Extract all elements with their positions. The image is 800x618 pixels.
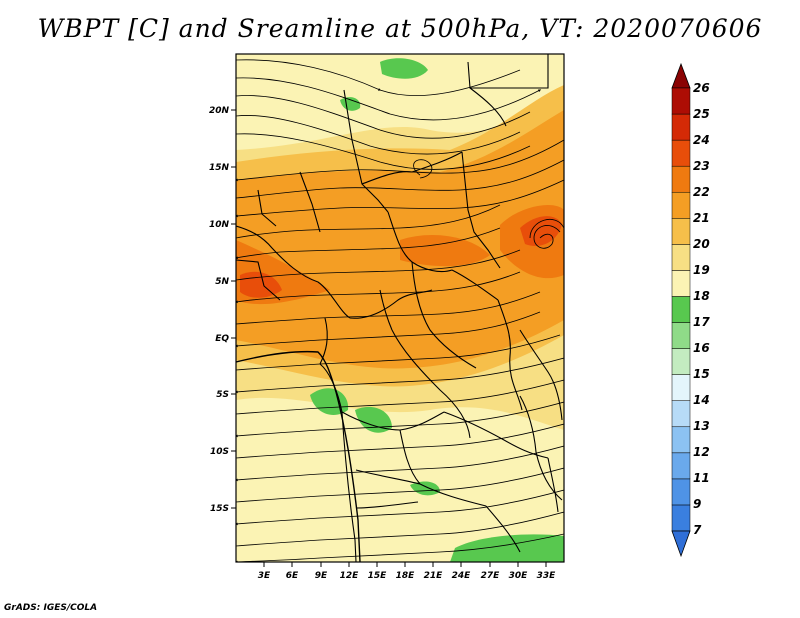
map-area xyxy=(236,54,564,562)
chart-title: WBPT [C] and Sreamline at 500hPa, VT: 20… xyxy=(37,14,763,43)
lat-tick-label: 5N xyxy=(215,277,229,287)
colorbar: 26 25 24 23 22 21 20 19 18 17 16 15 14 1… xyxy=(671,62,710,558)
lon-tick-label: 18E xyxy=(396,571,416,581)
lon-tick-label: 33E xyxy=(537,571,557,581)
wbpt-field-17-south xyxy=(450,534,564,562)
colorbar-top-arrow xyxy=(671,62,691,89)
colorbar-label: 26 xyxy=(693,81,710,95)
colorbar-label: 18 xyxy=(693,289,710,303)
country-borders xyxy=(236,54,563,562)
lon-tick-label: 21E xyxy=(424,571,444,581)
colorbar-label: 22 xyxy=(693,185,710,199)
wbpt-field-22-central xyxy=(400,235,490,267)
colorbar-label: 11 xyxy=(693,471,710,485)
colorbar-label: 14 xyxy=(693,393,710,407)
map-frame xyxy=(235,53,565,563)
colorbar-box xyxy=(671,165,691,193)
colorbar-box xyxy=(671,139,691,167)
colorbar-box xyxy=(671,348,691,375)
colorbar-box xyxy=(671,113,691,141)
colorbar-box xyxy=(671,296,691,323)
colorbar-label: 24 xyxy=(693,133,710,147)
lon-tick-label: 24E xyxy=(452,571,472,581)
colorbar-label: 12 xyxy=(693,445,710,459)
lon-tick-label: 27E xyxy=(481,571,501,581)
lon-tick-label: 12E xyxy=(340,571,360,581)
lat-tick-label: 20N xyxy=(209,106,230,116)
colorbar-label: 7 xyxy=(693,523,702,537)
colorbar-label: 17 xyxy=(693,315,710,329)
colorbar-box xyxy=(671,400,691,428)
colorbar-box xyxy=(671,374,691,401)
wbpt-field-17-patch xyxy=(340,97,361,111)
lon-axis: 3E 6E 9E 12E 15E 18E 21E 24E 27E 30E 33E xyxy=(258,562,556,581)
colorbar-box xyxy=(671,87,691,115)
colorbar-box xyxy=(671,270,691,297)
lat-tick-label: 5S xyxy=(216,390,229,400)
wbpt-field-21 xyxy=(236,110,564,369)
lon-tick-label: 3E xyxy=(258,571,271,581)
lat-tick-label: 10N xyxy=(209,220,230,230)
colorbar-box xyxy=(671,218,691,245)
lat-tick-label: 15N xyxy=(209,163,230,173)
lon-tick-label: 30E xyxy=(509,571,529,581)
colorbar-box xyxy=(671,322,691,349)
colorbar-label: 16 xyxy=(693,341,710,355)
colorbar-box xyxy=(671,452,691,480)
streamlines xyxy=(236,59,564,562)
wbpt-field-23-east xyxy=(520,216,562,246)
lon-tick-label: 15E xyxy=(368,571,388,581)
colorbar-box xyxy=(671,191,691,219)
lat-tick-label: EQ xyxy=(215,334,229,344)
wbpt-field-17-drc xyxy=(355,406,392,433)
colorbar-label: 13 xyxy=(693,419,710,433)
wbpt-field-17-zambia xyxy=(410,481,440,496)
wbpt-field-18-north xyxy=(236,54,564,150)
colorbar-box xyxy=(671,426,691,454)
lat-tick-label: 15S xyxy=(210,504,229,514)
colorbar-label: 19 xyxy=(693,263,710,277)
colorbar-label: 23 xyxy=(693,159,710,173)
colorbar-label: 20 xyxy=(693,237,710,251)
colorbar-box xyxy=(671,478,691,506)
colorbar-box xyxy=(671,504,691,532)
colorbar-label: 21 xyxy=(693,211,710,225)
colorbar-bottom-arrow xyxy=(671,530,691,558)
wbpt-field-17-north xyxy=(380,58,428,79)
colorbar-label: 25 xyxy=(693,107,710,121)
colorbar-boxes xyxy=(671,87,691,532)
colorbar-label: 9 xyxy=(693,497,701,511)
lat-axis: 20N 15N 10N 5N EQ 5S 10S 15S xyxy=(209,106,236,514)
lat-tick-label: 10S xyxy=(210,447,229,457)
grads-credit: GrADS: IGES/COLA xyxy=(4,603,98,613)
colorbar-box xyxy=(671,244,691,271)
colorbar-label: 15 xyxy=(693,367,710,381)
lon-tick-label: 9E xyxy=(315,571,328,581)
coastline xyxy=(236,350,361,562)
lon-tick-label: 6E xyxy=(286,571,299,581)
